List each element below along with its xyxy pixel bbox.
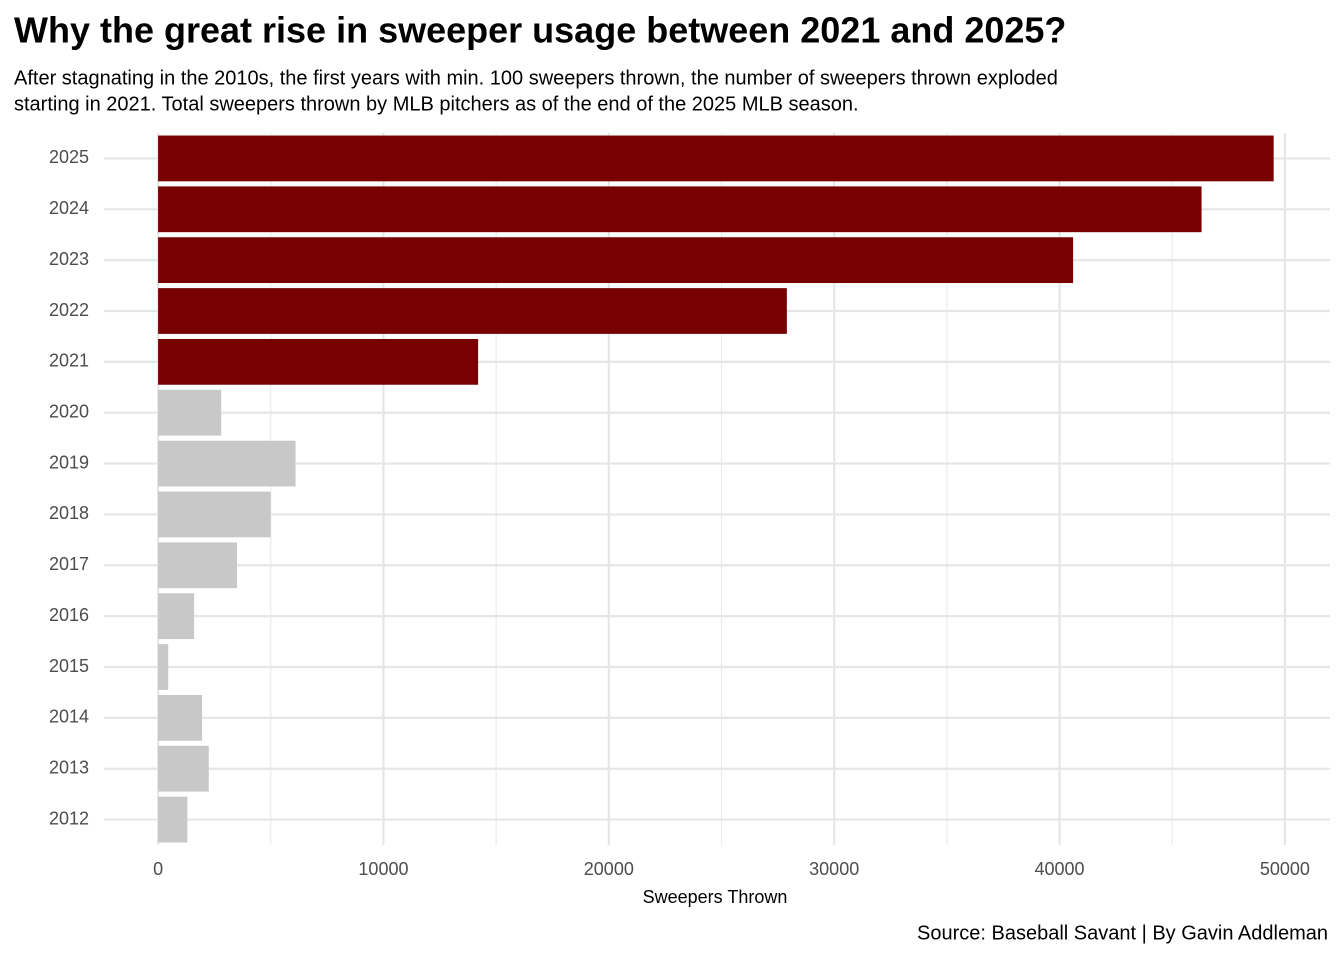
y-tick-label: 2022 (49, 300, 89, 320)
bar (158, 237, 1074, 284)
bar (158, 440, 296, 487)
x-tick-label: 0 (153, 859, 163, 879)
y-tick-label: 2017 (49, 554, 89, 574)
x-tick-label: 10000 (358, 859, 408, 879)
y-tick-label: 2016 (49, 605, 89, 625)
x-tick-label: 20000 (584, 859, 634, 879)
bar (158, 389, 222, 436)
chart-subtitle: starting in 2021. Total sweepers thrown … (14, 93, 859, 115)
bar (158, 644, 169, 690)
bar (158, 542, 237, 589)
bar (158, 288, 787, 334)
y-tick-label: 2015 (49, 656, 89, 676)
bar (158, 491, 271, 538)
x-tick-label: 40000 (1035, 859, 1085, 879)
bar (158, 135, 1274, 182)
bar (158, 745, 209, 792)
y-tick-label: 2019 (49, 452, 89, 472)
bar (158, 694, 203, 741)
y-tick-label: 2018 (49, 503, 89, 523)
bar (158, 593, 195, 640)
x-axis-title: Sweepers Thrown (643, 887, 788, 907)
y-tick-label: 2021 (49, 351, 89, 371)
y-tick-label: 2020 (49, 401, 89, 421)
bar (158, 338, 479, 385)
chart-subtitle: After stagnating in the 2010s, the first… (14, 67, 1058, 89)
caption: Source: Baseball Savant | By Gavin Addle… (917, 922, 1328, 944)
y-tick-label: 2023 (49, 249, 89, 269)
x-tick-label: 30000 (809, 859, 859, 879)
y-tick-label: 2024 (49, 198, 89, 218)
y-tick-label: 2012 (49, 808, 89, 828)
x-tick-label: 50000 (1260, 859, 1310, 879)
y-tick-label: 2013 (49, 757, 89, 777)
y-tick-label: 2014 (49, 707, 89, 727)
y-tick-label: 2025 (49, 147, 89, 167)
bar (158, 186, 1202, 233)
bar (158, 796, 188, 843)
chart-title: Why the great rise in sweeper usage betw… (14, 10, 1066, 51)
